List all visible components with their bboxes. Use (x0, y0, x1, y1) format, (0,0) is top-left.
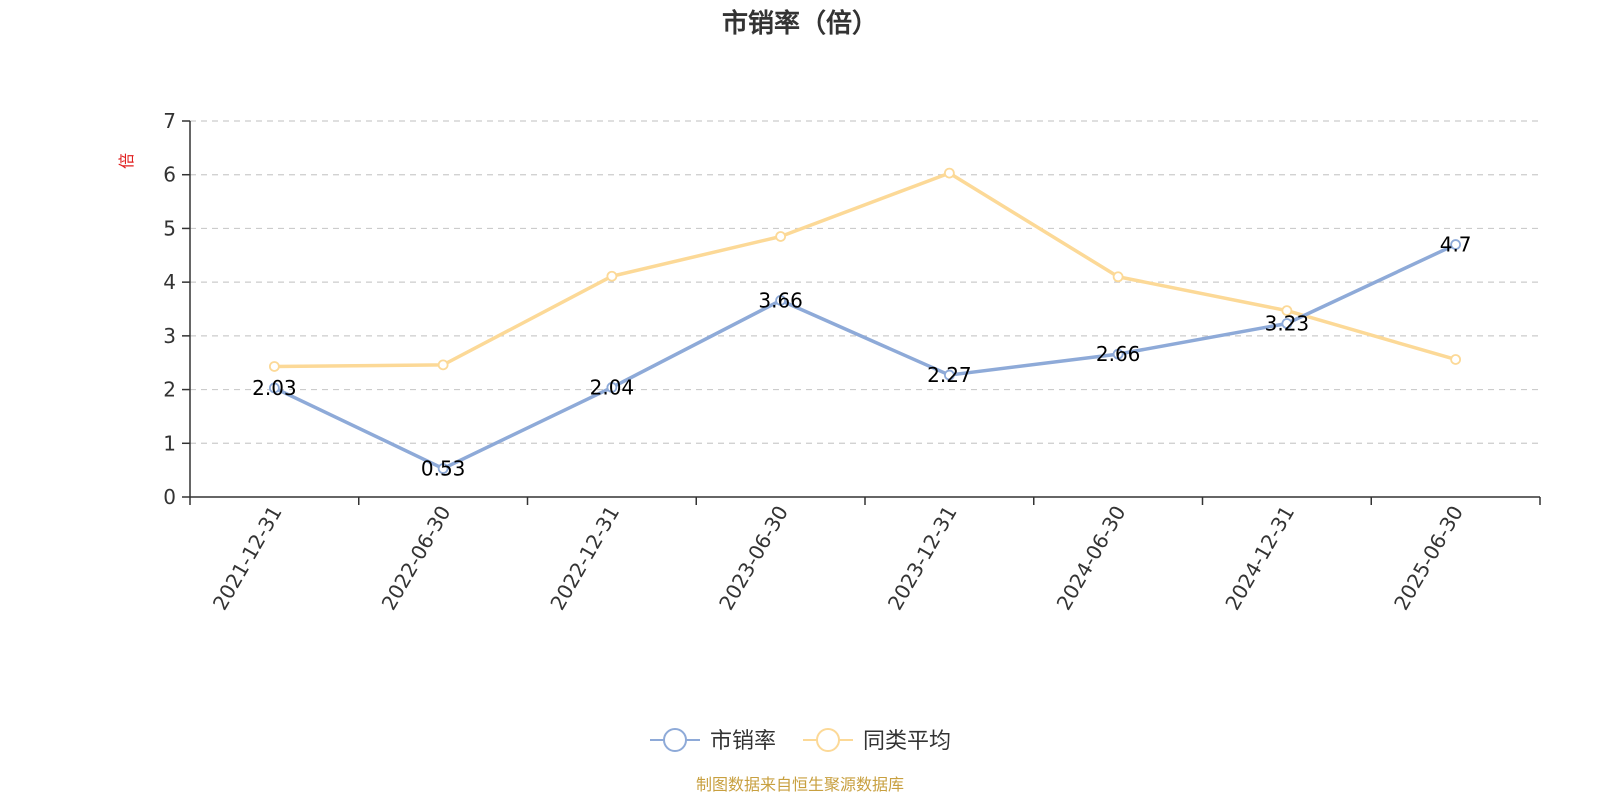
x-tick-label: 2023-06-30 (714, 502, 793, 615)
y-tick-label: 3 (163, 324, 176, 348)
series-line-1 (274, 171, 1457, 369)
series-line-0 (273, 242, 1457, 471)
series-point-0 (943, 369, 955, 381)
series-point-1 (606, 270, 618, 282)
axes (182, 120, 1541, 505)
legend-label: 同类平均 (863, 729, 951, 754)
x-tick-label: 2022-06-30 (377, 502, 456, 615)
series-point-1 (437, 359, 449, 371)
series-point-0 (775, 295, 787, 306)
data-label: 3.66 (758, 288, 803, 312)
data-label: 4.7 (1440, 233, 1472, 257)
y-tick-label: 2 (163, 378, 176, 402)
series-point-0 (1450, 239, 1462, 250)
data-label: 2.03 (252, 376, 297, 400)
legend: 市销率 同类平均 (650, 728, 951, 754)
y-tick-labels: 0 1 2 3 4 5 6 7 (163, 109, 176, 509)
series-group (268, 167, 1462, 474)
series-point-0 (437, 463, 449, 474)
source-note: 制图数据来自恒生聚源数据库 (696, 775, 904, 794)
y-tick-label: 6 (163, 163, 176, 187)
series-point-1 (268, 361, 280, 372)
series-point-1 (943, 167, 955, 179)
legend-marker (816, 728, 840, 752)
y-axis-label: 倍 (117, 153, 136, 169)
data-label: 2.66 (1096, 342, 1141, 366)
series-point-0 (1112, 348, 1124, 360)
x-tick-label: 2025-06-30 (1389, 502, 1468, 615)
x-tick-labels: 2021-12-31 2022-06-30 2022-12-31 2023-06-30… (208, 502, 1468, 615)
series-point-0 (606, 382, 618, 393)
y-tick-label: 5 (163, 216, 176, 240)
x-tick-label: 2024-12-31 (1220, 502, 1299, 615)
chart-title: 市销率（倍） (722, 8, 878, 39)
data-labels: 2.03 0.53 2.04 3.66 2.27 2.66 3.23 4.7 (252, 233, 1471, 481)
x-tick-label: 2023-12-31 (883, 502, 962, 615)
x-tick-label: 2022-12-31 (545, 502, 624, 615)
y-tick-label: 7 (163, 109, 176, 133)
series-point-0 (1281, 318, 1293, 329)
x-tick-label: 2024-06-30 (1052, 502, 1131, 615)
series-point-1 (1450, 354, 1462, 365)
x-tick-label: 2021-12-31 (208, 502, 287, 615)
series-point-1 (1112, 271, 1124, 283)
y-tick-label: 0 (163, 485, 176, 509)
data-label: 3.23 (1265, 312, 1310, 336)
series-point-1 (1281, 305, 1293, 317)
series-point-1 (775, 231, 787, 242)
grid-lines (190, 120, 1540, 444)
y-tick-label: 4 (163, 270, 176, 294)
data-label: 2.04 (590, 375, 635, 399)
series-point-0 (268, 382, 280, 394)
legend-label: 市销率 (710, 729, 776, 754)
legend-marker (663, 728, 687, 752)
y-tick-label: 1 (163, 431, 176, 455)
data-label: 2.27 (927, 363, 972, 387)
data-label: 0.53 (421, 457, 466, 481)
